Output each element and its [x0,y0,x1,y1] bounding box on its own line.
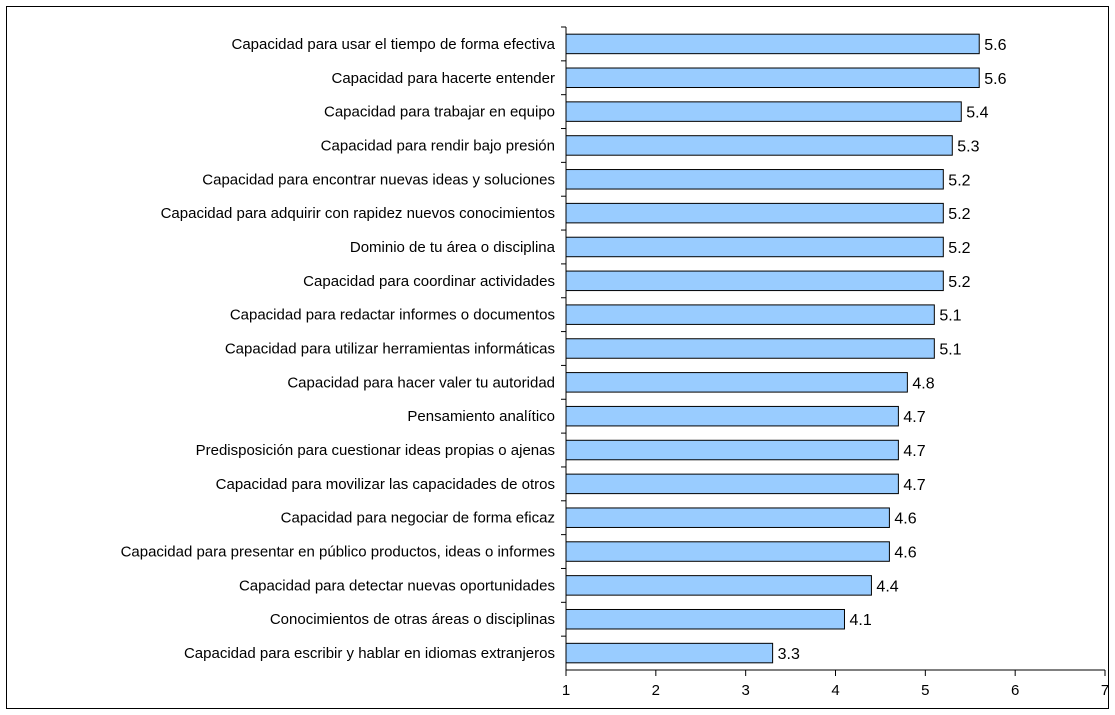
category-label-11: Capacidad para hacer valer tu autoridad [287,374,555,391]
bar-4 [565,135,953,156]
x-tick-label-6: 6 [1011,682,1019,699]
category-label-10: Capacidad para utilizar herramientas inf… [225,341,555,358]
category-label-1: Capacidad para usar el tiempo de forma e… [231,36,555,53]
value-label-14: 4.7 [903,477,925,494]
bar-2 [565,67,980,89]
bar-18 [565,608,845,630]
category-label-13: Predisposición para cuestionar ideas pro… [196,442,555,459]
value-labels: 5.6 5.6 5.4 5.3 5.2 5.2 5.2 5.2 5.1 5.1 4.8 4.7 4.7 4… [778,37,1007,663]
x-tick-label-1: 1 [562,682,570,699]
category-label-14: Capacidad para movilizar las capacidades… [216,476,555,493]
value-label-2: 5.6 [984,71,1006,88]
category-label-9: Capacidad para redactar informes o docum… [230,307,555,324]
category-labels: Capacidad para usar el tiempo de forma e… [121,36,556,662]
value-label-10: 5.1 [939,342,961,359]
bar-16 [565,541,890,562]
value-label-13: 4.7 [903,443,925,460]
value-label-6: 5.2 [948,206,970,223]
value-label-18: 4.1 [849,612,871,629]
bar-1 [565,33,980,55]
bar-5 [565,169,944,190]
x-tick-label-4: 4 [831,682,839,699]
category-label-6: Capacidad para adquirir con rapidez nuev… [161,205,555,222]
value-label-16: 4.6 [894,545,916,562]
value-label-9: 5.1 [939,308,961,325]
bar-chart: Capacidad para usar el tiempo de forma e… [121,26,1109,699]
bar-12 [565,405,899,427]
value-label-4: 5.3 [957,138,979,155]
bar-8 [565,270,944,292]
chart-frame: Capacidad para usar el tiempo de forma e… [6,6,1109,709]
bar-3 [565,101,962,122]
value-label-19: 3.3 [778,646,800,663]
x-ticks: 1 2 3 4 5 6 7 [562,670,1109,699]
bar-7 [565,236,944,258]
bar-10 [565,338,935,359]
value-label-3: 5.4 [966,105,988,122]
bar-13 [565,439,899,461]
bar-11 [565,372,908,393]
value-label-5: 5.2 [948,172,970,189]
category-label-16: Capacidad para presentar en público prod… [121,544,555,561]
category-label-7: Dominio de tu área o disciplina [350,239,556,256]
x-tick-label-7: 7 [1101,682,1109,699]
category-label-18: Conocimientos de otras áreas o disciplin… [270,611,555,628]
category-label-5: Capacidad para encontrar nuevas ideas y … [202,171,555,188]
category-label-17: Capacidad para detectar nuevas oportunid… [239,577,555,594]
value-label-15: 4.6 [894,511,916,528]
bar-14 [565,473,899,495]
bars-group [565,33,980,664]
value-label-17: 4.4 [876,578,898,595]
bar-19 [565,642,774,664]
category-label-4: Capacidad para rendir bajo presión [321,137,555,154]
bar-17 [565,575,872,596]
value-label-12: 4.7 [903,409,925,426]
value-label-7: 5.2 [948,240,970,257]
category-label-8: Capacidad para coordinar actividades [303,273,555,290]
value-label-11: 4.8 [912,375,934,392]
category-label-2: Capacidad para hacerte entender [332,70,556,87]
category-label-15: Capacidad para negociar de forma eficaz [281,510,555,527]
value-label-1: 5.6 [984,37,1006,54]
x-tick-label-3: 3 [741,682,749,699]
bar-15 [565,507,890,528]
category-label-19: Capacidad para escribir y hablar en idio… [184,645,555,662]
bar-9 [565,304,935,325]
value-label-8: 5.2 [948,274,970,291]
x-tick-label-2: 2 [652,682,660,699]
bar-6 [565,202,944,224]
x-tick-label-5: 5 [921,682,929,699]
category-label-3: Capacidad para trabajar en equipo [324,104,555,121]
category-label-12: Pensamiento analítico [407,408,555,425]
